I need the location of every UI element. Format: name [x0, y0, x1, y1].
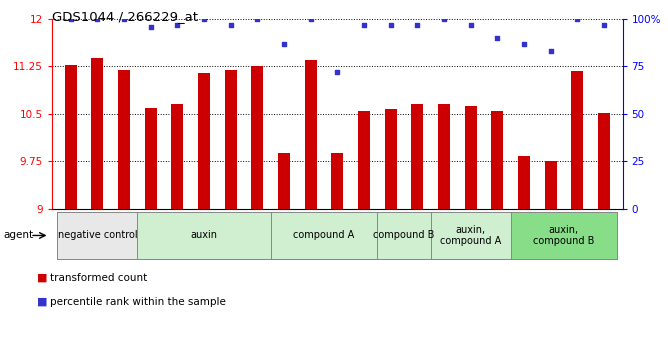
Text: auxin,
compound A: auxin, compound A [440, 225, 501, 246]
Point [198, 16, 209, 22]
Bar [92, 58, 104, 345]
Point [385, 22, 396, 28]
Point [572, 16, 582, 22]
Text: ■: ■ [37, 273, 47, 283]
Bar [331, 153, 343, 345]
Point [119, 16, 130, 22]
Point [146, 24, 156, 29]
Bar [198, 73, 210, 345]
Bar [145, 108, 157, 345]
Text: GDS1044 / 266229_at: GDS1044 / 266229_at [52, 10, 198, 23]
Bar [118, 70, 130, 345]
Text: ■: ■ [37, 297, 47, 307]
Text: percentile rank within the sample: percentile rank within the sample [50, 297, 226, 307]
Bar [251, 66, 263, 345]
Text: auxin,
compound B: auxin, compound B [533, 225, 595, 246]
Point [252, 16, 263, 22]
Bar [385, 109, 397, 345]
Point [332, 69, 343, 75]
Point [439, 16, 450, 22]
Bar [278, 153, 290, 345]
Text: negative control: negative control [57, 230, 137, 240]
Bar [491, 111, 503, 345]
Bar [358, 111, 370, 345]
Bar [224, 70, 236, 345]
Bar [305, 60, 317, 345]
Point [545, 49, 556, 54]
Point [65, 16, 76, 22]
Bar [411, 105, 424, 345]
Point [599, 22, 609, 28]
Point [279, 41, 289, 47]
Point [172, 22, 183, 28]
Text: agent: agent [3, 230, 33, 240]
Text: compound B: compound B [373, 230, 435, 240]
Text: compound A: compound A [293, 230, 355, 240]
Bar [172, 105, 184, 345]
Bar [571, 71, 583, 345]
Point [92, 16, 103, 22]
Point [305, 16, 316, 22]
Point [412, 22, 423, 28]
Point [466, 22, 476, 28]
Bar [598, 112, 610, 345]
Bar [438, 105, 450, 345]
Bar [465, 106, 477, 345]
Text: transformed count: transformed count [50, 273, 148, 283]
Point [518, 41, 529, 47]
Point [359, 22, 369, 28]
Bar [65, 65, 77, 345]
Bar [544, 161, 556, 345]
Point [492, 35, 502, 41]
Point [225, 22, 236, 28]
Bar [518, 156, 530, 345]
Text: auxin: auxin [190, 230, 218, 240]
